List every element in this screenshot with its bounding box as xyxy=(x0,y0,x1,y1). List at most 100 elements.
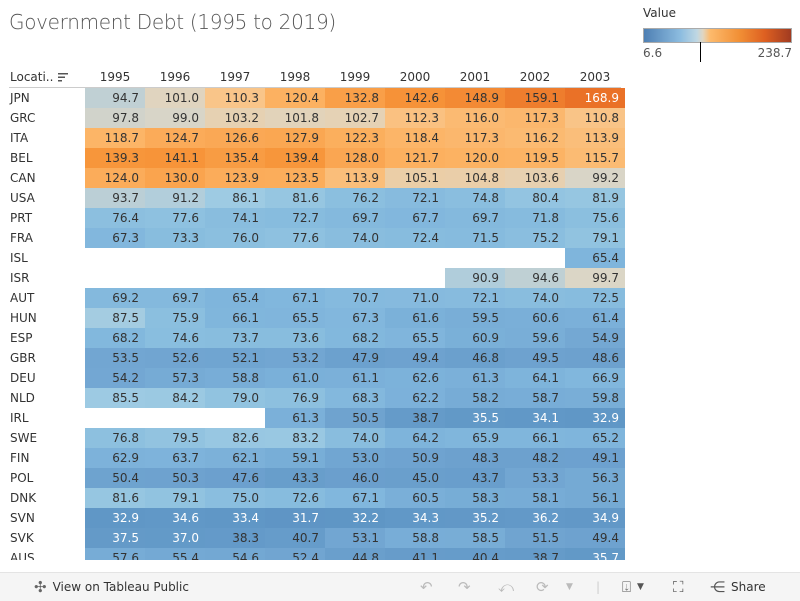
heatmap-cell[interactable]: 124.0 xyxy=(85,168,145,188)
row-header[interactable]: Locati.. xyxy=(10,70,54,84)
heatmap-cell[interactable]: 87.5 xyxy=(85,308,145,328)
heatmap-cell[interactable]: 112.3 xyxy=(385,108,445,128)
heatmap-cell[interactable]: 43.3 xyxy=(265,468,325,488)
heatmap-cell[interactable]: 54.2 xyxy=(85,368,145,388)
heatmap-cell[interactable]: 102.7 xyxy=(325,108,385,128)
heatmap-cell[interactable]: 37.0 xyxy=(145,528,205,548)
heatmap-cell[interactable]: 61.3 xyxy=(445,368,505,388)
heatmap-cell[interactable]: 76.4 xyxy=(85,208,145,228)
heatmap-cell[interactable]: 58.2 xyxy=(445,388,505,408)
heatmap-cell[interactable]: 32.9 xyxy=(85,508,145,528)
row-label[interactable]: GRC xyxy=(10,111,36,125)
heatmap-cell[interactable]: 148.9 xyxy=(445,88,505,108)
heatmap-cell[interactable]: 75.2 xyxy=(505,228,565,248)
heatmap-cell[interactable]: 132.8 xyxy=(325,88,385,108)
undo-icon[interactable]: ↶ xyxy=(420,578,433,596)
heatmap-cell[interactable]: 86.1 xyxy=(205,188,265,208)
heatmap-cell[interactable]: 62.9 xyxy=(85,448,145,468)
heatmap-cell[interactable]: 45.0 xyxy=(385,468,445,488)
heatmap-cell[interactable]: 139.4 xyxy=(265,148,325,168)
heatmap-cell[interactable]: 119.5 xyxy=(505,148,565,168)
heatmap-cell[interactable]: 68.2 xyxy=(85,328,145,348)
heatmap-cell[interactable]: 71.0 xyxy=(385,288,445,308)
heatmap-cell[interactable]: 116.0 xyxy=(445,108,505,128)
heatmap-cell[interactable]: 72.5 xyxy=(565,288,625,308)
heatmap-cell[interactable]: 128.0 xyxy=(325,148,385,168)
heatmap-cell[interactable]: 62.6 xyxy=(385,368,445,388)
heatmap-cell[interactable]: 159.1 xyxy=(505,88,565,108)
heatmap-cell[interactable]: 58.5 xyxy=(445,528,505,548)
heatmap-cell[interactable]: 50.3 xyxy=(145,468,205,488)
heatmap-cell[interactable]: 52.4 xyxy=(265,548,325,560)
row-label[interactable]: NLD xyxy=(10,391,35,405)
heatmap-cell[interactable]: 76.8 xyxy=(85,428,145,448)
heatmap-cell[interactable]: 54.9 xyxy=(565,328,625,348)
heatmap-cell[interactable]: 48.2 xyxy=(505,448,565,468)
heatmap-cell[interactable]: 58.8 xyxy=(385,528,445,548)
heatmap-cell[interactable]: 71.8 xyxy=(505,208,565,228)
heatmap-cell[interactable]: 127.9 xyxy=(265,128,325,148)
heatmap-cell[interactable]: 93.7 xyxy=(85,188,145,208)
heatmap-cell[interactable]: 51.5 xyxy=(505,528,565,548)
heatmap-cell[interactable]: 65.2 xyxy=(565,428,625,448)
heatmap-cell[interactable]: 81.9 xyxy=(565,188,625,208)
row-label[interactable]: FIN xyxy=(10,451,30,465)
row-label[interactable]: ESP xyxy=(10,331,33,345)
heatmap-cell[interactable]: 101.8 xyxy=(265,108,325,128)
column-header[interactable]: 2000 xyxy=(399,70,431,84)
heatmap-cell[interactable]: 122.3 xyxy=(325,128,385,148)
row-label[interactable]: IRL xyxy=(10,411,29,425)
heatmap-cell[interactable]: 35.2 xyxy=(445,508,505,528)
row-label[interactable]: JPN xyxy=(10,91,30,105)
heatmap-cell[interactable]: 41.1 xyxy=(385,548,445,560)
heatmap-cell[interactable]: 59.8 xyxy=(565,388,625,408)
heatmap-cell[interactable]: 70.7 xyxy=(325,288,385,308)
heatmap-cell[interactable]: 99.7 xyxy=(565,268,625,288)
heatmap-cell[interactable]: 48.6 xyxy=(565,348,625,368)
heatmap-cell[interactable]: 118.7 xyxy=(85,128,145,148)
heatmap-cell[interactable]: 62.2 xyxy=(385,388,445,408)
heatmap-cell[interactable]: 118.4 xyxy=(385,128,445,148)
heatmap-cell[interactable]: 123.5 xyxy=(265,168,325,188)
heatmap-cell[interactable]: 81.6 xyxy=(265,188,325,208)
heatmap-cell[interactable]: 56.3 xyxy=(565,468,625,488)
heatmap-cell[interactable]: 141.1 xyxy=(145,148,205,168)
heatmap-cell[interactable]: 77.6 xyxy=(265,228,325,248)
row-label[interactable]: SVK xyxy=(10,531,34,545)
heatmap-cell[interactable]: 58.7 xyxy=(505,388,565,408)
heatmap-cell[interactable]: 62.1 xyxy=(205,448,265,468)
heatmap-cell[interactable]: 60.9 xyxy=(445,328,505,348)
heatmap-cell[interactable]: 74.1 xyxy=(205,208,265,228)
download-icon[interactable]: ⍗ ▼ xyxy=(622,578,644,596)
heatmap-cell[interactable]: 61.3 xyxy=(265,408,325,428)
fullscreen-icon[interactable]: ⛶ xyxy=(673,578,684,596)
row-label[interactable]: BEL xyxy=(10,151,33,165)
heatmap-cell[interactable]: 36.2 xyxy=(505,508,565,528)
heatmap-cell[interactable]: 110.8 xyxy=(565,108,625,128)
row-label[interactable]: FRA xyxy=(10,231,33,245)
heatmap-cell[interactable]: 74.6 xyxy=(145,328,205,348)
row-label[interactable]: SVN xyxy=(10,511,35,525)
heatmap-cell[interactable]: 85.5 xyxy=(85,388,145,408)
heatmap-cell[interactable]: 49.4 xyxy=(385,348,445,368)
column-header[interactable]: 2002 xyxy=(519,70,551,84)
heatmap-cell[interactable]: 38.3 xyxy=(205,528,265,548)
heatmap-cell[interactable]: 76.9 xyxy=(265,388,325,408)
heatmap-cell[interactable]: 59.6 xyxy=(505,328,565,348)
heatmap-cell[interactable]: 94.7 xyxy=(85,88,145,108)
row-label[interactable]: USA xyxy=(10,191,35,205)
row-label[interactable]: DNK xyxy=(10,491,37,505)
heatmap-cell[interactable]: 50.5 xyxy=(325,408,385,428)
heatmap-cell[interactable]: 47.9 xyxy=(325,348,385,368)
heatmap-cell[interactable]: 79.1 xyxy=(565,228,625,248)
heatmap-cell[interactable]: 40.4 xyxy=(445,548,505,560)
heatmap-cell[interactable]: 37.5 xyxy=(85,528,145,548)
revert-icon[interactable]: ⤺ xyxy=(498,578,515,596)
heatmap-cell[interactable]: 59.5 xyxy=(445,308,505,328)
row-label[interactable]: GBR xyxy=(10,351,36,365)
heatmap-cell[interactable]: 50.9 xyxy=(385,448,445,468)
heatmap-cell[interactable]: 60.6 xyxy=(505,308,565,328)
heatmap-cell[interactable]: 97.8 xyxy=(85,108,145,128)
heatmap-cell[interactable]: 35.7 xyxy=(565,548,625,560)
heatmap-cell[interactable]: 68.2 xyxy=(325,328,385,348)
